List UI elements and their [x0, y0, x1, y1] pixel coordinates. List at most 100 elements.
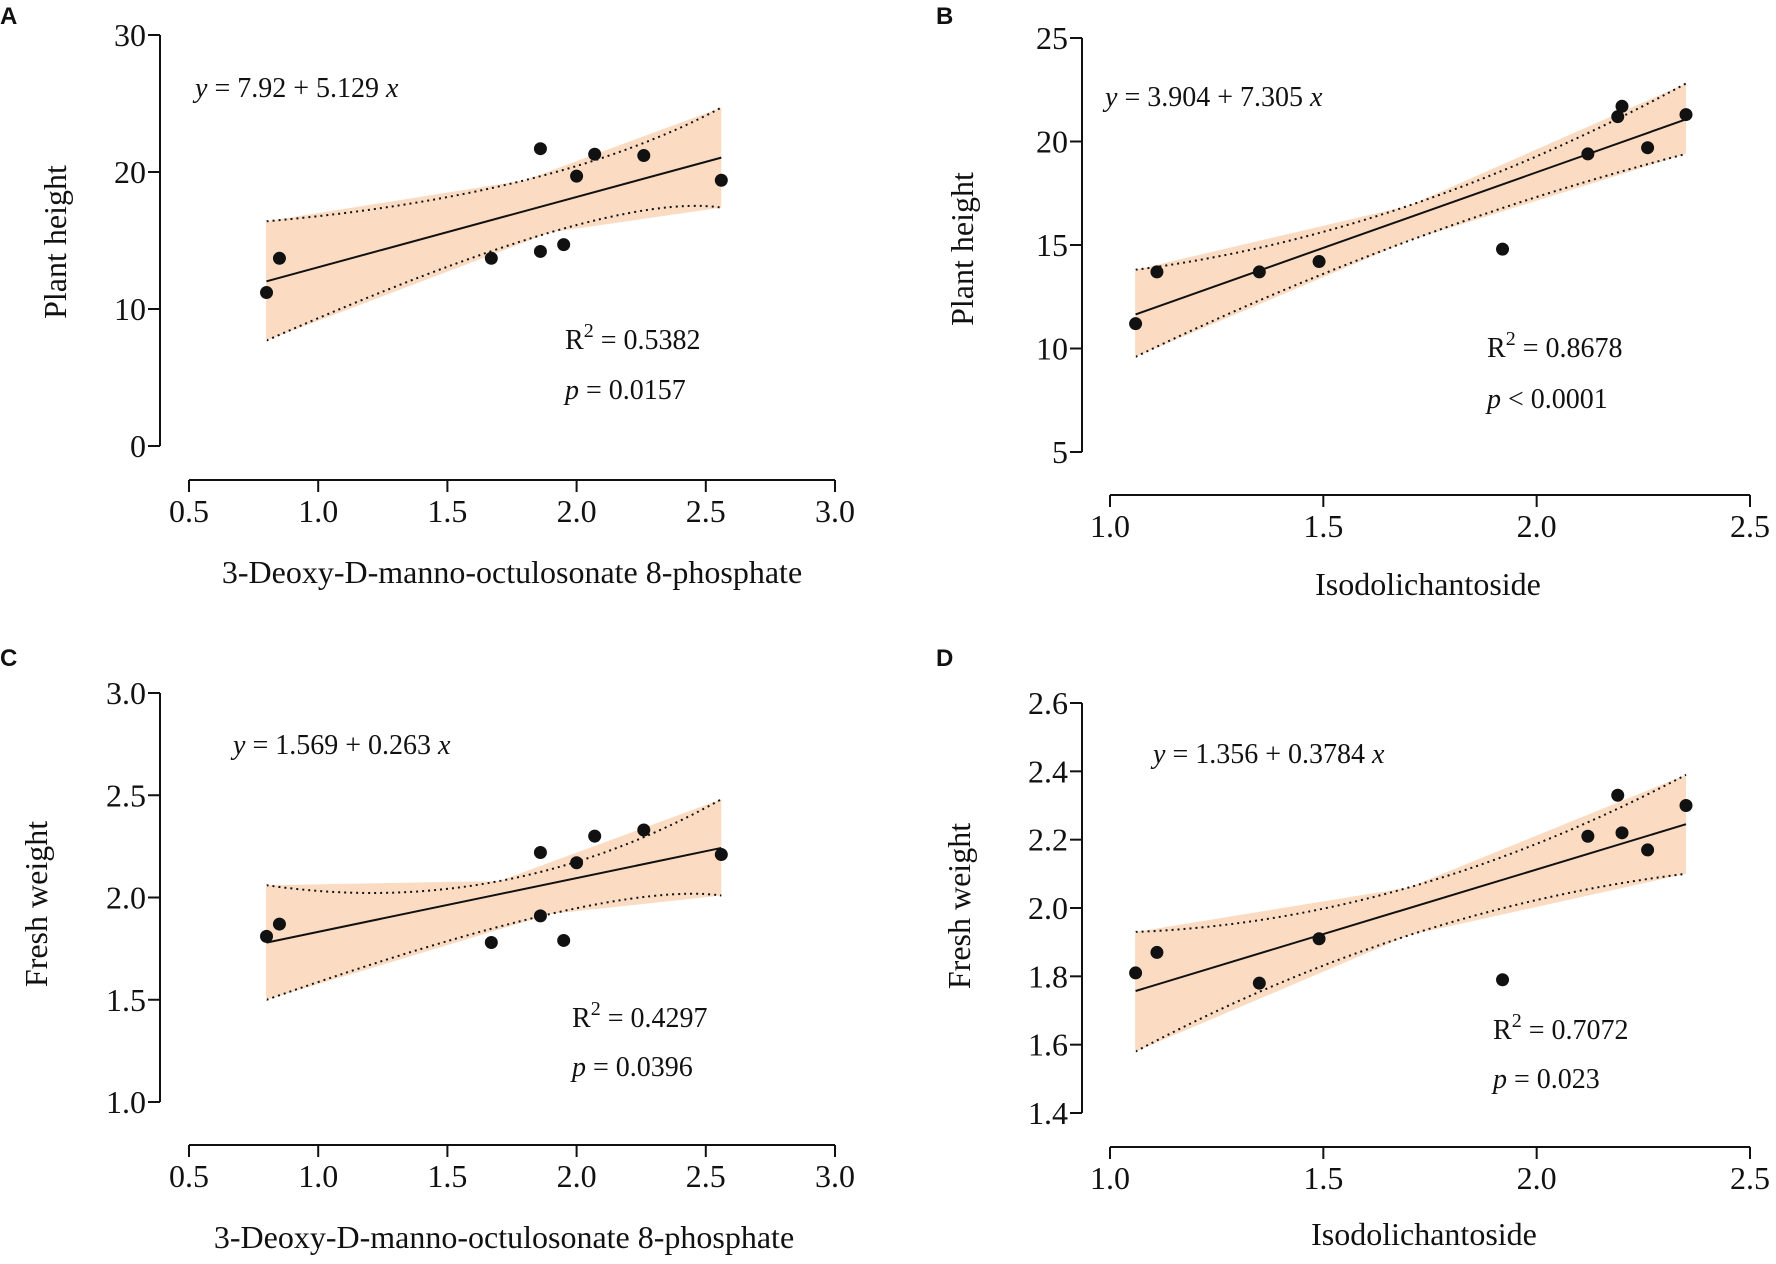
y-tick-label: 20 — [114, 154, 146, 190]
y-tick-label: 1.0 — [106, 1084, 146, 1120]
y-tick-label: 2.6 — [1028, 685, 1068, 721]
x-tick-label: 2.5 — [686, 493, 726, 529]
data-point — [260, 929, 274, 943]
data-point — [557, 238, 571, 252]
x-tick-label: 1.0 — [298, 493, 338, 529]
x-tick-label: 3.0 — [815, 493, 855, 529]
data-point — [1679, 108, 1693, 122]
y-tick-label: 30 — [114, 17, 146, 53]
data-point — [570, 169, 584, 183]
data-point — [1129, 317, 1143, 331]
y-tick-label: 15 — [1036, 227, 1068, 263]
panel-letter: D — [936, 645, 953, 672]
x-tick-label: 1.0 — [298, 1158, 338, 1194]
y-tick-label: 2.0 — [1028, 890, 1068, 926]
y-tick-label: 1.8 — [1028, 958, 1068, 994]
data-point — [533, 142, 547, 156]
x-tick-label: 2.0 — [1517, 1160, 1557, 1196]
data-point — [637, 823, 651, 837]
data-point — [533, 909, 547, 923]
data-point — [1496, 242, 1510, 256]
x-tick-label: 2.0 — [557, 493, 597, 529]
x-tick-label: 2.5 — [1730, 1160, 1770, 1196]
x-tick-label: 3.0 — [815, 1158, 855, 1194]
confidence-band — [1135, 83, 1686, 357]
x-tick-label: 1.5 — [1303, 1160, 1343, 1196]
data-point — [1641, 141, 1655, 155]
data-point — [484, 251, 498, 265]
y-tick-label: 1.5 — [106, 982, 146, 1018]
data-point — [1615, 826, 1629, 840]
x-axis-title: Isodolichantoside — [1315, 566, 1541, 602]
confidence-lower-line — [266, 204, 722, 342]
y-tick-label: 2.4 — [1028, 753, 1068, 789]
data-point — [260, 286, 274, 300]
y-tick-label: 20 — [1036, 124, 1068, 160]
r-squared: R2 = 0.5382 — [565, 320, 700, 356]
p-value: p < 0.0001 — [1485, 384, 1608, 415]
y-tick-label: 3.0 — [106, 675, 146, 711]
x-tick-label: 1.5 — [1303, 508, 1343, 544]
p-value: p = 0.0396 — [570, 1052, 693, 1083]
y-axis-title: Plant height — [37, 165, 73, 319]
x-tick-label: 2.0 — [557, 1158, 597, 1194]
regression-equation: y = 3.904 + 7.305 x — [1102, 82, 1323, 113]
data-point — [1129, 966, 1143, 980]
x-tick-label: 2.5 — [686, 1158, 726, 1194]
y-tick-label: 1.6 — [1028, 1027, 1068, 1063]
data-point — [714, 173, 728, 187]
data-point — [588, 829, 602, 843]
y-tick-label: 2.5 — [106, 777, 146, 813]
y-axis-title: Fresh weight — [18, 821, 54, 987]
regression-line — [1135, 118, 1687, 316]
x-tick-label: 2.5 — [1730, 508, 1770, 544]
y-tick-label: 0 — [130, 428, 146, 464]
data-point — [533, 244, 547, 258]
data-point — [1611, 110, 1625, 124]
r-squared: R2 = 0.8678 — [1487, 328, 1622, 364]
y-tick-label: 5 — [1052, 434, 1068, 470]
x-tick-label: 1.0 — [1090, 1160, 1130, 1196]
data-point — [1150, 945, 1164, 959]
y-tick-label: 10 — [114, 291, 146, 327]
data-point — [714, 848, 728, 862]
data-point — [1150, 265, 1164, 279]
regression-equation: y = 1.569 + 0.263 x — [230, 730, 451, 761]
data-point — [1252, 265, 1266, 279]
y-tick-label: 1.4 — [1028, 1095, 1068, 1131]
data-point — [570, 856, 584, 870]
confidence-band — [1135, 774, 1686, 1052]
x-axis-title: 3-Deoxy-D-manno-octulosonate 8-phosphate — [222, 554, 802, 590]
data-point — [1252, 976, 1266, 990]
regression-line — [266, 846, 722, 944]
x-tick-label: 1.5 — [427, 493, 467, 529]
panel-letter: A — [0, 3, 17, 30]
data-point — [557, 933, 571, 947]
data-point — [484, 935, 498, 949]
regression-line — [1135, 823, 1687, 992]
regression-equation: y = 1.356 + 0.3784 x — [1150, 739, 1385, 770]
y-tick-label: 25 — [1036, 20, 1068, 56]
data-point — [1312, 932, 1326, 946]
y-axis-title: Fresh weight — [941, 823, 977, 989]
data-point — [1581, 147, 1595, 161]
p-value: p = 0.023 — [1491, 1064, 1600, 1095]
regression-equation: y = 7.92 + 5.129 x — [192, 73, 399, 104]
data-point — [272, 917, 286, 931]
panel-b: B 5 10 15 20 25 1.0 1.5 2.0 2.5 Isodolichantoside P… — [936, 3, 1770, 602]
confidence-band — [266, 107, 722, 341]
data-point — [1615, 99, 1629, 113]
p-value: p = 0.0157 — [563, 375, 686, 406]
x-axis-title: Isodolichantoside — [1311, 1216, 1537, 1252]
panel-letter: C — [0, 645, 17, 672]
data-point — [1679, 799, 1693, 812]
confidence-lower-line — [266, 892, 722, 1001]
confidence-lower-line — [1135, 872, 1687, 1053]
panel-d: D 1.4 1.6 1.8 2.0 2.2 2.4 2.6 1.0 1.5 2.0 2.5 Isodol… — [936, 645, 1770, 1252]
data-point — [1641, 843, 1655, 857]
r-squared: R2 = 0.7072 — [1493, 1010, 1628, 1046]
x-axis-title: 3-Deoxy-D-manno-octulosonate 8-phosphate — [214, 1219, 794, 1255]
data-point — [588, 147, 602, 161]
confidence-band — [266, 799, 722, 1000]
